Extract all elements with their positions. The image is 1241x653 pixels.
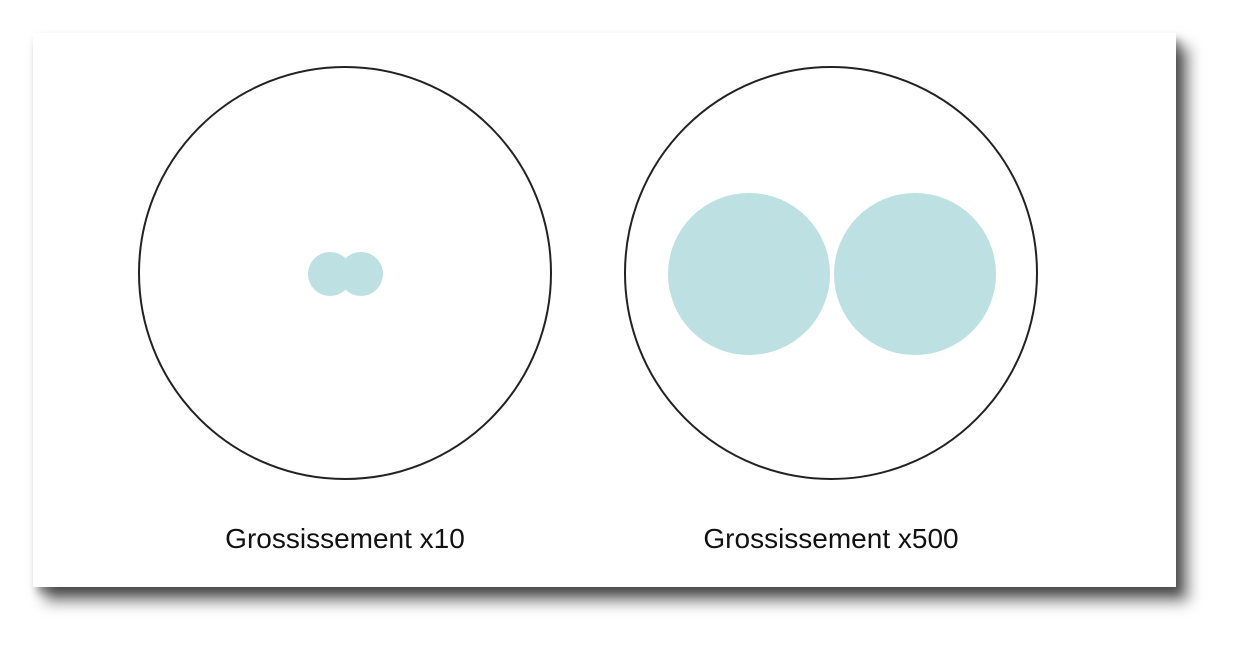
particle-left-b [339,252,383,296]
field-of-view-circle-left [138,66,552,480]
view-x10 [138,66,552,480]
caption-x10: Grossissement x10 [225,523,465,554]
diagram-svg [138,66,1038,480]
particle-right-a [668,193,830,355]
caption-x500: Grossissement x500 [703,523,959,554]
particle-left-a [308,252,352,296]
diagram-panel: Grossissement x10 Grossissement x500 [33,33,1176,587]
particle-right-b [834,193,996,355]
field-of-view-circle-right [624,66,1038,480]
view-x500 [624,66,1038,480]
